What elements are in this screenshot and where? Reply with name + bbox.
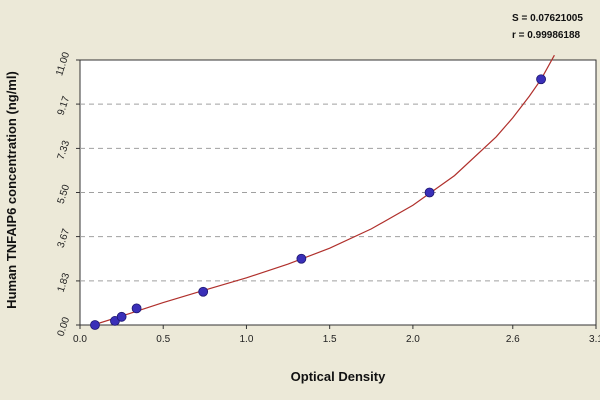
x-tick-label: 2.0 (406, 334, 420, 345)
plot-area (79, 59, 597, 326)
x-tick-label: 2.6 (506, 334, 520, 345)
data-points (90, 74, 546, 330)
data-point (90, 320, 100, 330)
grid-lines (80, 103, 596, 282)
data-point (198, 286, 209, 297)
x-tick-label: 1.5 (323, 334, 337, 345)
stat-r-label: r = 0.99986188 (512, 30, 581, 41)
fit-curve (93, 54, 555, 326)
x-tick-label: 1.0 (239, 334, 253, 345)
data-point (116, 311, 127, 322)
x-tick-label: 3.1 (589, 334, 600, 345)
x-tick-label: 0.5 (156, 334, 170, 345)
x-axis-ticks: 0.0 0.5 1.0 1.5 2.0 2.6 3.1 (73, 325, 600, 345)
x-tick-label: 0.0 (73, 334, 87, 345)
stat-s-label: S = 0.07621005 (512, 13, 583, 24)
data-point (296, 253, 307, 264)
x-axis-title: Optical Density (291, 369, 386, 384)
data-point (131, 303, 142, 314)
data-point (424, 187, 435, 198)
y-axis-title: Human TNFAIP6 concentration (ng/ml) (4, 71, 19, 309)
data-point (536, 74, 546, 85)
